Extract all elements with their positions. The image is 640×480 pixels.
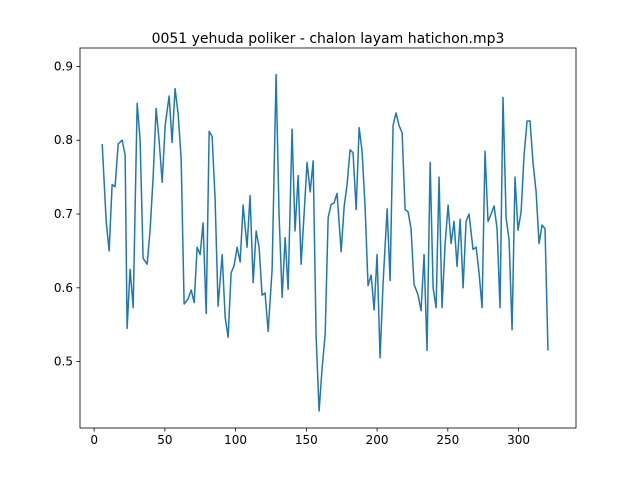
chart-title: 0051 yehuda poliker - chalon layam hatic…: [152, 31, 505, 47]
y-tick-label: 0.8: [54, 133, 73, 147]
x-tick-label: 150: [295, 433, 318, 447]
y-tick-label: 0.6: [54, 281, 73, 295]
x-tick-label: 0: [90, 433, 98, 447]
x-tick-label: 50: [157, 433, 172, 447]
x-tick-label: 200: [366, 433, 389, 447]
x-tick-label: 100: [224, 433, 247, 447]
y-tick-label: 0.9: [54, 59, 73, 73]
x-tick-label: 300: [507, 433, 530, 447]
line-series: [101, 73, 549, 412]
x-tick-label: 250: [436, 433, 459, 447]
y-tick-label: 0.5: [54, 355, 73, 369]
y-tick-label: 0.7: [54, 207, 73, 221]
axes-frame: [79, 47, 577, 429]
